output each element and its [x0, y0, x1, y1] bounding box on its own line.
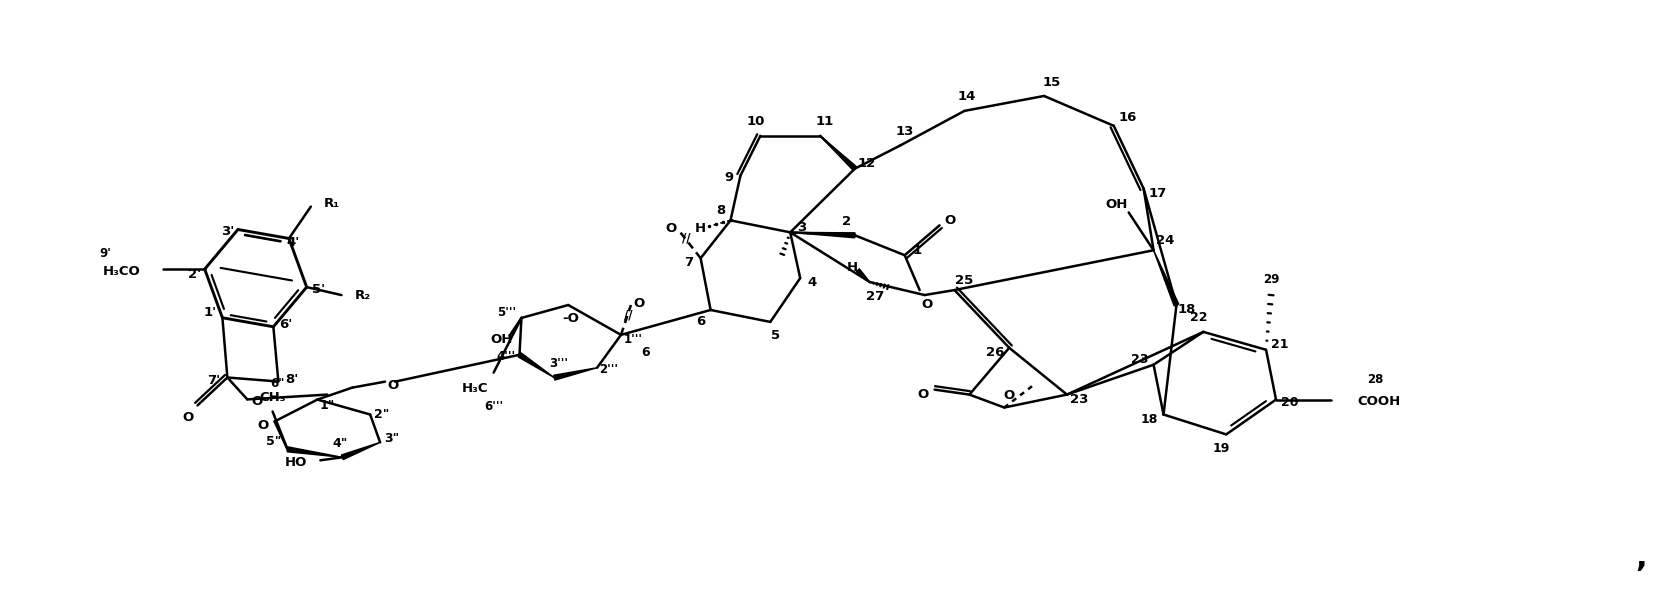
Text: 25: 25: [954, 274, 973, 287]
Text: O: O: [386, 379, 398, 392]
Text: 1': 1': [203, 306, 217, 319]
Text: H: H: [694, 222, 706, 235]
Text: 6': 6': [279, 318, 292, 331]
Text: 1''': 1''': [623, 333, 642, 346]
Text: OH: OH: [1105, 198, 1127, 211]
Text: O: O: [257, 419, 269, 432]
Text: 7': 7': [207, 374, 220, 387]
Text: 3: 3: [796, 221, 806, 234]
Text: O: O: [665, 222, 675, 235]
Text: 6''': 6''': [484, 400, 502, 413]
Text: 16: 16: [1117, 112, 1136, 124]
Text: 4': 4': [286, 236, 299, 249]
Polygon shape: [287, 447, 343, 458]
Text: O: O: [633, 296, 643, 309]
Text: 1: 1: [912, 244, 921, 257]
Text: 5': 5': [312, 282, 324, 296]
Text: R₂: R₂: [354, 289, 370, 301]
Text: 18: 18: [1176, 304, 1194, 317]
Polygon shape: [517, 353, 554, 378]
Text: 6": 6": [270, 377, 284, 390]
Text: 2''': 2''': [600, 363, 618, 376]
Text: 18: 18: [1141, 413, 1158, 426]
Polygon shape: [341, 442, 380, 459]
Text: 4''': 4''': [496, 350, 514, 364]
Text: 4": 4": [333, 437, 348, 450]
Text: 13: 13: [895, 125, 914, 138]
Text: 22: 22: [1189, 312, 1206, 325]
Text: 2: 2: [842, 215, 852, 228]
Text: 26: 26: [986, 346, 1005, 359]
Text: R₁: R₁: [324, 197, 339, 210]
Text: 11: 11: [815, 115, 833, 128]
Text: O: O: [921, 298, 932, 312]
Text: 27: 27: [865, 290, 884, 303]
Polygon shape: [820, 136, 857, 170]
Text: 10: 10: [746, 115, 764, 128]
Text: 15: 15: [1042, 76, 1060, 88]
Text: 3": 3": [385, 432, 400, 445]
Text: 2": 2": [375, 408, 390, 421]
Text: 2': 2': [188, 268, 202, 281]
Text: ,: ,: [1635, 544, 1646, 573]
Text: 3''': 3''': [548, 357, 568, 370]
Polygon shape: [790, 232, 855, 238]
Text: 6: 6: [642, 346, 650, 359]
Polygon shape: [553, 368, 596, 380]
Text: 21: 21: [1270, 339, 1289, 351]
Text: O: O: [252, 395, 262, 408]
Text: 5: 5: [769, 329, 780, 342]
Text: COOH: COOH: [1357, 395, 1399, 408]
Text: 20: 20: [1280, 396, 1299, 409]
Text: 4: 4: [806, 276, 816, 289]
Text: //: //: [623, 309, 632, 321]
Text: 1": 1": [319, 399, 334, 412]
Text: -O: -O: [561, 312, 578, 326]
Text: 9: 9: [724, 171, 732, 184]
Text: 3': 3': [222, 225, 235, 238]
Text: 12: 12: [857, 157, 875, 170]
Text: H₃CO: H₃CO: [102, 265, 141, 278]
Text: CH₃: CH₃: [259, 391, 286, 404]
Text: 19: 19: [1211, 442, 1230, 455]
Text: //: //: [682, 232, 690, 245]
Polygon shape: [1152, 250, 1178, 306]
Polygon shape: [857, 269, 869, 282]
Text: O: O: [1003, 389, 1015, 402]
Text: 23: 23: [1131, 353, 1147, 366]
Text: O: O: [942, 214, 954, 227]
Text: OH: OH: [491, 333, 512, 346]
Text: H: H: [847, 260, 857, 274]
Text: 24: 24: [1156, 234, 1174, 247]
Text: 29: 29: [1262, 273, 1278, 285]
Text: 28: 28: [1368, 373, 1383, 386]
Text: 14: 14: [956, 90, 974, 104]
Text: 17: 17: [1147, 187, 1166, 200]
Text: 5''': 5''': [497, 306, 516, 320]
Text: O: O: [181, 411, 193, 424]
Text: 8': 8': [286, 373, 299, 386]
Text: H₃C: H₃C: [462, 382, 489, 395]
Text: 9': 9': [99, 246, 111, 260]
Text: 7: 7: [684, 256, 692, 268]
Text: HO: HO: [286, 456, 307, 468]
Text: 8: 8: [716, 204, 724, 217]
Text: O: O: [917, 388, 927, 401]
Text: 6: 6: [696, 315, 706, 328]
Text: 5": 5": [265, 435, 281, 448]
Text: 23: 23: [1068, 393, 1087, 406]
